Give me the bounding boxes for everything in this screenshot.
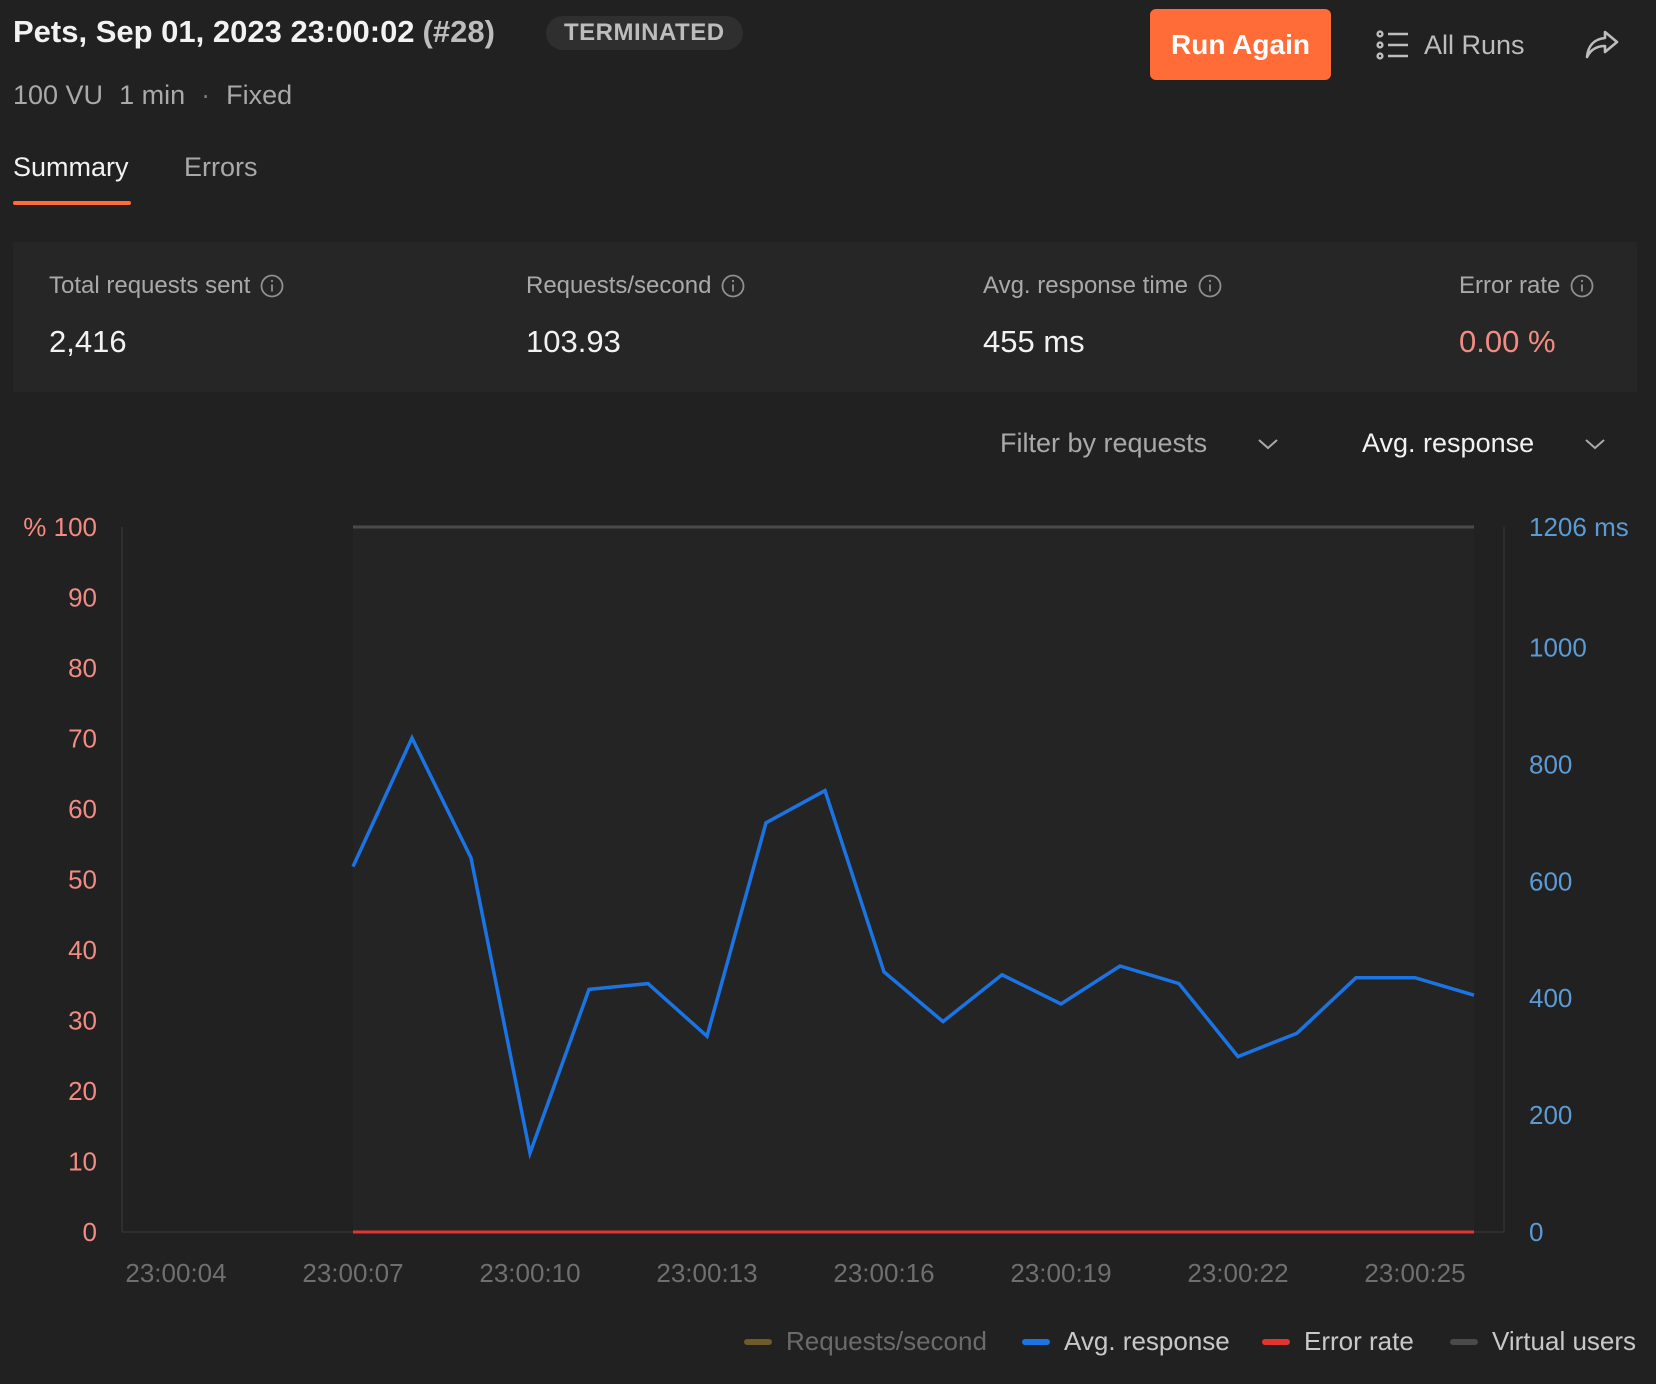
stat-label: Avg. response time [983, 272, 1188, 299]
left-axis-tick: 30 [68, 1006, 97, 1036]
x-axis-tick: 23:00:07 [302, 1258, 403, 1288]
stat-value: 2,416 [49, 324, 127, 359]
avg-response-line [351, 733, 1475, 1160]
info-icon[interactable] [721, 274, 745, 298]
active-run-region [353, 527, 1474, 1232]
metric-dropdown[interactable]: Avg. response [1362, 428, 1606, 459]
meta-separator: · [201, 80, 211, 110]
right-axis-tick: 1000 [1529, 632, 1587, 662]
list-icon [1376, 30, 1408, 60]
left-axis-tick: % 100 [23, 512, 97, 542]
legend-requests-per-second[interactable]: Requests/second [744, 1326, 987, 1357]
run-duration: 1 min [119, 80, 186, 110]
stat-value: 455 ms [983, 324, 1085, 359]
x-axis-tick: 23:00:10 [479, 1258, 580, 1288]
vu-count: 100 VU [13, 80, 104, 110]
stat-avg-response-time: Avg. response time 455 ms [983, 272, 1222, 360]
info-icon[interactable] [260, 274, 284, 298]
legend-label: Requests/second [786, 1326, 987, 1356]
left-axis-tick: 0 [83, 1217, 97, 1247]
all-runs-button[interactable]: All Runs [1376, 22, 1525, 68]
summary-stats: Total requests sent 2,416 Requests/secon… [13, 242, 1637, 392]
legend-error-rate[interactable]: Error rate [1262, 1326, 1414, 1357]
legend-swatch [744, 1338, 772, 1345]
left-axis-tick: 20 [68, 1076, 97, 1106]
run-title: Pets, Sep 01, 2023 23:00:02 [13, 14, 415, 49]
left-axis-tick: 10 [68, 1147, 97, 1177]
status-badge: TERMINATED [546, 16, 743, 50]
x-axis-tick: 23:00:13 [656, 1258, 757, 1288]
right-axis-tick: 800 [1529, 749, 1572, 779]
all-runs-label: All Runs [1424, 29, 1525, 60]
legend-label: Error rate [1304, 1326, 1414, 1356]
left-axis-tick: 40 [68, 935, 97, 965]
x-axis-tick: 23:00:19 [1010, 1258, 1111, 1288]
right-axis-tick: 600 [1529, 866, 1572, 896]
chevron-down-icon [1585, 438, 1605, 449]
right-axis-tick: 200 [1529, 1100, 1572, 1130]
filter-requests-dropdown[interactable]: Filter by requests [1000, 428, 1279, 459]
performance-chart: % 100 90 80 70 60 50 40 30 20 10 0 1206 ms 1000 800 60… [23, 512, 1629, 1288]
x-axis-tick: 23:00:04 [125, 1258, 226, 1288]
left-axis-tick: 50 [68, 865, 97, 895]
left-axis-tick: 60 [68, 794, 97, 824]
stat-error-rate: Error rate 0.00 % [1459, 272, 1594, 360]
metric-label: Avg. response [1362, 428, 1535, 458]
legend-swatch [1262, 1338, 1290, 1345]
page-title: Pets, Sep 01, 2023 23:00:02 (#28) [13, 14, 495, 50]
right-axis-tick: 400 [1529, 983, 1572, 1013]
run-again-button[interactable]: Run Again [1150, 9, 1331, 80]
load-profile: Fixed [226, 80, 293, 110]
stat-total-requests: Total requests sent 2,416 [49, 272, 284, 360]
stat-label: Requests/second [526, 272, 712, 299]
legend-swatch [1450, 1338, 1478, 1345]
x-axis-tick: 23:00:16 [833, 1258, 934, 1288]
chevron-down-icon [1258, 438, 1278, 449]
run-meta: 100 VU 1 min · Fixed [13, 80, 308, 111]
tab-errors[interactable]: Errors [184, 152, 258, 182]
stat-label: Total requests sent [49, 272, 251, 299]
stat-requests-per-second: Requests/second 103.93 [526, 272, 745, 360]
x-axis-tick: 23:00:25 [1364, 1258, 1465, 1288]
left-axis-tick: 90 [68, 583, 97, 613]
right-axis-tick: 1206 ms [1529, 512, 1629, 542]
run-number: (#28) [422, 14, 495, 49]
legend-label: Virtual users [1492, 1326, 1637, 1356]
share-icon[interactable] [1584, 26, 1620, 62]
tab-summary[interactable]: Summary [13, 152, 129, 182]
filter-requests-label: Filter by requests [1000, 428, 1208, 458]
legend-label: Avg. response [1064, 1326, 1230, 1356]
info-icon[interactable] [1198, 274, 1222, 298]
stat-value: 103.93 [526, 324, 621, 359]
x-axis-tick: 23:00:22 [1187, 1258, 1288, 1288]
legend-swatch [1022, 1338, 1050, 1345]
legend-virtual-users[interactable]: Virtual users [1450, 1326, 1636, 1357]
legend-avg-response[interactable]: Avg. response [1022, 1326, 1230, 1357]
active-tab-indicator [13, 201, 131, 205]
left-axis-tick: 70 [68, 724, 97, 754]
right-axis-tick: 0 [1529, 1217, 1543, 1247]
stat-value: 0.00 % [1459, 324, 1556, 359]
stat-label: Error rate [1459, 272, 1561, 299]
info-icon[interactable] [1570, 274, 1594, 298]
left-axis-tick: 80 [68, 653, 97, 683]
